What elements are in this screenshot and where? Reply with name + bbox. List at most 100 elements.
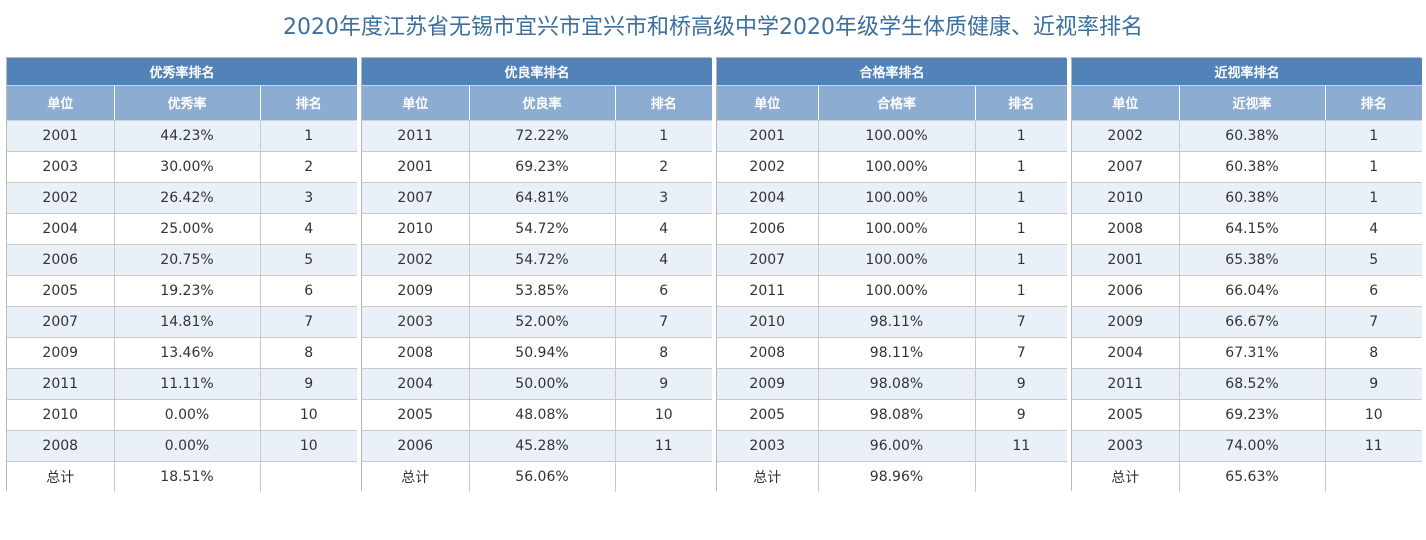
table-row: 2007 64.81% 3 (362, 182, 712, 214)
rank-cell: 1 (1324, 151, 1422, 183)
rank-cell: 4 (259, 213, 357, 245)
unit-cell: 2009 (362, 275, 469, 307)
table-heading: 合格率排名 (717, 58, 1067, 86)
unit-cell: 2002 (717, 151, 818, 183)
rank-cell: 6 (1324, 275, 1422, 307)
rate-cell: 98.11% (817, 337, 975, 369)
rank-cell: 1 (1324, 182, 1422, 214)
rank-cell: 9 (974, 368, 1067, 400)
rate-cell: 0.00% (113, 399, 260, 431)
table-row: 2008 64.15% 4 (1072, 213, 1422, 245)
rank-cell: 1 (614, 120, 712, 152)
total-rank (614, 461, 712, 492)
rate-cell: 30.00% (113, 151, 260, 183)
rate-column-header: 合格率 (817, 85, 975, 121)
rate-cell: 25.00% (113, 213, 260, 245)
table-row: 2006 66.04% 6 (1072, 275, 1422, 307)
unit-cell: 2005 (7, 275, 114, 307)
rate-cell: 98.11% (817, 306, 975, 338)
unit-cell: 2009 (7, 337, 114, 369)
table-row: 2003 74.00% 11 (1072, 430, 1422, 462)
rate-cell: 19.23% (113, 275, 260, 307)
good-rate-table: 优良率排名 单位 优良率 排名 2011 72.22% 1 2001 69.23% 2 2007 64… (361, 57, 712, 492)
rate-column-header: 优良率 (468, 85, 615, 121)
table-heading: 近视率排名 (1072, 58, 1422, 86)
rank-cell: 6 (259, 275, 357, 307)
unit-cell: 2008 (717, 337, 818, 369)
rank-cell: 9 (259, 368, 357, 400)
table-row: 2002 60.38% 1 (1072, 120, 1422, 152)
rank-cell: 1 (974, 213, 1067, 245)
rate-cell: 100.00% (817, 213, 975, 245)
table-row: 2004 100.00% 1 (717, 182, 1067, 214)
rank-cell: 10 (614, 399, 712, 431)
table-row: 2006 100.00% 1 (717, 213, 1067, 245)
myopia-rate-table: 近视率排名 单位 近视率 排名 2002 60.38% 1 2007 60.38% 1 2010 60… (1071, 57, 1422, 492)
pass-rate-table: 合格率排名 单位 合格率 排名 2001 100.00% 1 2002 100.00% 1 2004… (716, 57, 1067, 492)
rank-cell: 5 (1324, 244, 1422, 276)
rate-column-header: 优秀率 (113, 85, 260, 121)
unit-cell: 2007 (7, 306, 114, 338)
total-row: 总计 18.51% (7, 461, 357, 492)
table-row: 2003 30.00% 2 (7, 151, 357, 183)
ranking-tables: 优秀率排名 单位 优秀率 排名 2001 44.23% 1 2003 30.00% 2 2002 26… (6, 57, 1422, 492)
rank-cell: 1 (1324, 120, 1422, 152)
table-row: 2004 67.31% 8 (1072, 337, 1422, 369)
rank-cell: 1 (974, 120, 1067, 152)
total-label: 总计 (717, 461, 818, 492)
rate-cell: 68.52% (1178, 368, 1325, 400)
total-label: 总计 (362, 461, 469, 492)
rate-cell: 14.81% (113, 306, 260, 338)
total-rank (1324, 461, 1422, 492)
unit-cell: 2009 (1072, 306, 1179, 338)
rate-cell: 11.11% (113, 368, 260, 400)
table-row: 2008 0.00% 10 (7, 430, 357, 462)
unit-cell: 2003 (717, 430, 818, 462)
unit-cell: 2007 (717, 244, 818, 276)
table-row: 2005 98.08% 9 (717, 399, 1067, 431)
table-row: 2005 69.23% 10 (1072, 399, 1422, 431)
rate-cell: 60.38% (1178, 182, 1325, 214)
rank-cell: 7 (974, 337, 1067, 369)
unit-cell: 2003 (1072, 430, 1179, 462)
rate-cell: 50.00% (468, 368, 615, 400)
table-row: 2001 65.38% 5 (1072, 244, 1422, 276)
rank-cell: 11 (974, 430, 1067, 462)
rank-cell: 7 (1324, 306, 1422, 338)
rate-cell: 64.81% (468, 182, 615, 214)
unit-cell: 2007 (362, 182, 469, 214)
rank-cell: 4 (1324, 213, 1422, 245)
rank-cell: 3 (259, 182, 357, 214)
rank-column-header: 排名 (614, 85, 712, 121)
rank-column-header: 排名 (259, 85, 357, 121)
unit-cell: 2006 (362, 430, 469, 462)
total-value: 56.06% (468, 461, 615, 492)
rank-cell: 5 (259, 244, 357, 276)
ranking-table: 优良率排名 单位 优良率 排名 2011 72.22% 1 2001 69.23% 2 2007 64… (362, 58, 712, 492)
page-title: 2020年度江苏省无锡市宜兴市宜兴市和桥高级中学2020年级学生体质健康、近视率… (283, 15, 1143, 40)
total-value: 18.51% (113, 461, 260, 492)
rate-cell: 54.72% (468, 213, 615, 245)
total-row: 总计 65.63% (1072, 461, 1422, 492)
table-row: 2009 13.46% 8 (7, 337, 357, 369)
unit-cell: 2002 (7, 182, 114, 214)
rank-cell: 9 (1324, 368, 1422, 400)
unit-cell: 2001 (362, 151, 469, 183)
table-row: 2009 66.67% 7 (1072, 306, 1422, 338)
rank-cell: 7 (259, 306, 357, 338)
table-row: 2009 98.08% 9 (717, 368, 1067, 400)
rank-cell: 11 (1324, 430, 1422, 462)
rate-cell: 72.22% (468, 120, 615, 152)
table-row: 2007 100.00% 1 (717, 244, 1067, 276)
rate-cell: 64.15% (1178, 213, 1325, 245)
table-row: 2001 100.00% 1 (717, 120, 1067, 152)
rank-cell: 9 (614, 368, 712, 400)
rank-cell: 11 (614, 430, 712, 462)
unit-cell: 2011 (1072, 368, 1179, 400)
rank-cell: 10 (259, 430, 357, 462)
unit-cell: 2001 (717, 120, 818, 152)
unit-cell: 2010 (1072, 182, 1179, 214)
rate-cell: 53.85% (468, 275, 615, 307)
table-row: 2004 25.00% 4 (7, 213, 357, 245)
rate-column-header: 近视率 (1178, 85, 1325, 121)
